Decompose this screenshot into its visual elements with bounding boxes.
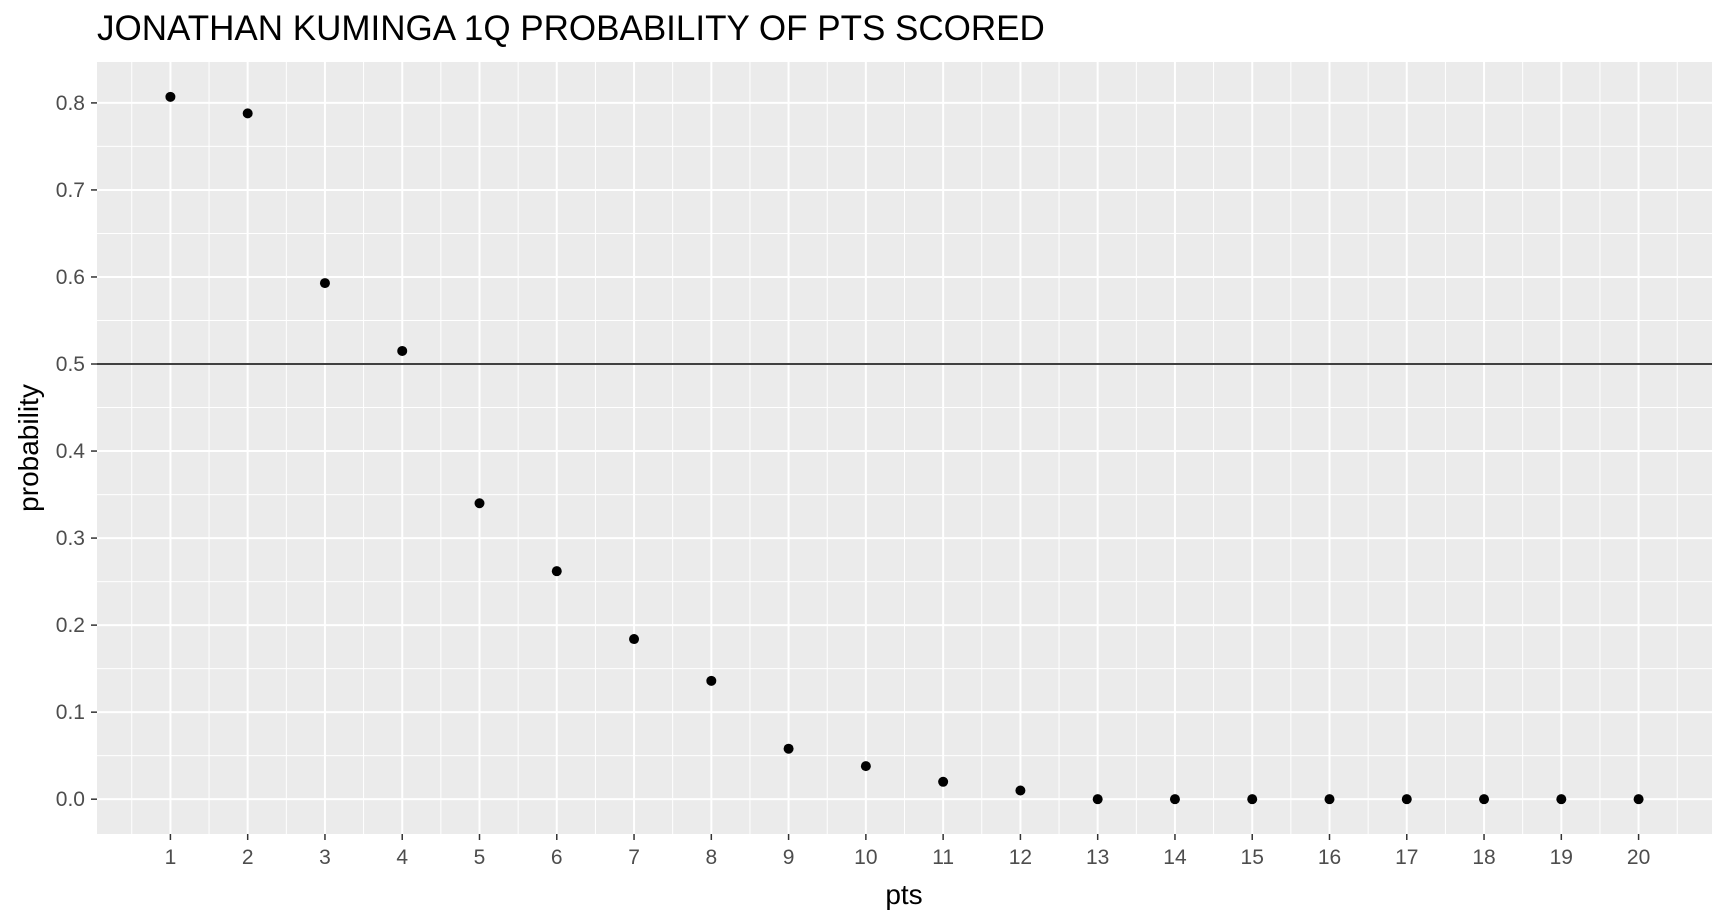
- data-point: [1633, 794, 1644, 805]
- x-tick-label: 17: [1395, 846, 1418, 869]
- x-axis-title: pts: [885, 879, 922, 910]
- x-axis: 1 2 3 4 5 6 7 8 9 10 11 12 13 14 15 16 17 18 19 20: [165, 834, 1650, 869]
- y-tick-label: 0.2: [56, 614, 85, 637]
- x-tick-label: 14: [1163, 846, 1187, 869]
- chart-title: JONATHAN KUMINGA 1Q PROBABILITY OF PTS S…: [97, 9, 1045, 48]
- x-tick-label: 9: [783, 846, 795, 869]
- x-tick-label: 15: [1241, 846, 1264, 869]
- data-point: [629, 634, 640, 645]
- y-axis: 0.0 0.1 0.2 0.3 0.4 0.5 0.6 0.7 0.8: [56, 92, 97, 811]
- data-point: [319, 278, 330, 289]
- x-tick-label: 3: [319, 846, 331, 869]
- data-point: [397, 345, 408, 356]
- x-tick-label: 18: [1472, 846, 1495, 869]
- y-tick-label: 0.1: [56, 701, 85, 724]
- data-points: [165, 91, 1644, 805]
- x-tick-label: 12: [1009, 846, 1032, 869]
- grid-major-lines: [97, 62, 1712, 834]
- data-point: [1015, 785, 1026, 796]
- data-point: [706, 675, 717, 686]
- y-tick-label: 0.5: [56, 353, 85, 376]
- x-tick-label: 19: [1550, 846, 1573, 869]
- x-tick-label: 11: [932, 846, 954, 869]
- data-point: [1556, 794, 1567, 805]
- data-point: [1092, 794, 1103, 805]
- data-point: [1169, 794, 1180, 805]
- x-tick-label: 16: [1318, 846, 1341, 869]
- data-point: [938, 776, 949, 787]
- x-tick-label: 5: [474, 846, 486, 869]
- x-tick-label: 13: [1086, 846, 1109, 869]
- x-tick-label: 10: [854, 846, 877, 869]
- data-point: [860, 761, 871, 772]
- data-point: [1324, 794, 1335, 805]
- data-point: [783, 743, 794, 754]
- data-point: [1479, 794, 1490, 805]
- y-tick-label: 0.8: [56, 92, 85, 115]
- x-tick-label: 7: [628, 846, 640, 869]
- x-tick-label: 4: [396, 846, 408, 869]
- data-point: [1401, 794, 1412, 805]
- data-point: [474, 498, 485, 509]
- data-point: [551, 566, 562, 577]
- data-point: [1247, 794, 1258, 805]
- x-tick-label: 8: [705, 846, 717, 869]
- x-tick-label: 1: [165, 846, 177, 869]
- data-point: [165, 91, 176, 102]
- y-tick-label: 0.7: [56, 179, 85, 202]
- y-axis-title: probability: [13, 384, 44, 512]
- x-tick-label: 6: [551, 846, 563, 869]
- data-point: [242, 108, 253, 119]
- y-tick-label: 0.4: [56, 440, 86, 463]
- y-tick-label: 0.3: [56, 527, 85, 550]
- y-tick-label: 0.6: [56, 266, 85, 289]
- y-tick-label: 0.0: [56, 788, 85, 811]
- x-tick-label: 20: [1627, 846, 1650, 869]
- x-tick-label: 2: [242, 846, 254, 869]
